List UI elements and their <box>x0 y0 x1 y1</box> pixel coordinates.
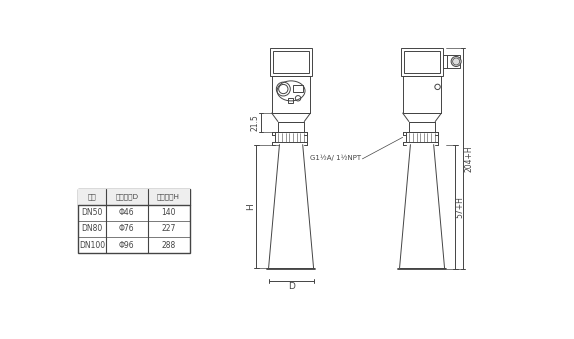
Text: 喂口高度H: 喂口高度H <box>157 193 180 200</box>
Bar <box>275 132 307 142</box>
Bar <box>404 52 440 73</box>
Bar <box>78 188 189 205</box>
Bar <box>78 188 189 253</box>
Text: 57+H: 57+H <box>456 196 464 218</box>
Text: Φ96: Φ96 <box>119 241 134 250</box>
Bar <box>270 48 312 76</box>
Text: DN50: DN50 <box>81 208 103 217</box>
Text: 喂口直径D: 喂口直径D <box>115 193 138 200</box>
Ellipse shape <box>451 57 461 66</box>
Text: 204+H: 204+H <box>465 145 474 172</box>
Text: Φ76: Φ76 <box>119 224 134 234</box>
Text: DN100: DN100 <box>79 241 105 250</box>
Bar <box>409 121 435 132</box>
Text: 21.5: 21.5 <box>251 114 260 131</box>
Text: DN80: DN80 <box>82 224 103 234</box>
Text: H: H <box>246 203 255 210</box>
Text: 140: 140 <box>161 208 176 217</box>
Text: D: D <box>288 282 294 291</box>
Bar <box>293 85 304 92</box>
Bar <box>443 55 460 68</box>
Bar <box>278 121 304 132</box>
Bar <box>272 76 311 113</box>
Text: 227: 227 <box>161 224 176 234</box>
Bar <box>288 98 293 103</box>
Bar <box>403 76 441 113</box>
Text: 288: 288 <box>161 241 176 250</box>
Text: G1½A/ 1½NPT: G1½A/ 1½NPT <box>310 155 361 161</box>
Text: 法兰: 法兰 <box>87 193 96 200</box>
Bar <box>406 132 439 142</box>
Text: Φ46: Φ46 <box>119 208 134 217</box>
Bar <box>273 52 309 73</box>
Bar <box>401 48 443 76</box>
